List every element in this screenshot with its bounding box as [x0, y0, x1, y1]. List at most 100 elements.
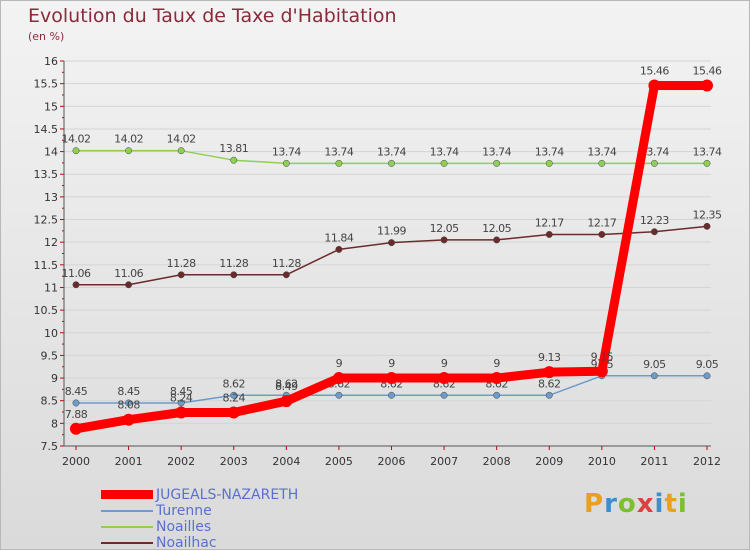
data-point: [70, 422, 82, 435]
y-tick-label: 14: [44, 146, 58, 159]
legend-swatch: [101, 526, 153, 528]
data-point: [335, 245, 343, 253]
data-label: 13.81: [219, 142, 248, 155]
data-point: [493, 391, 501, 399]
data-label: 12.35: [693, 208, 722, 221]
data-point: [388, 159, 395, 167]
data-label: 9: [441, 357, 448, 370]
data-point: [703, 222, 711, 230]
y-tick-label: 15.5: [34, 78, 59, 91]
legend-label: Noailhac: [156, 535, 217, 551]
data-label: 8.45: [170, 385, 193, 398]
x-tick-label: 2000: [62, 455, 90, 468]
data-point: [177, 399, 185, 407]
data-point: [72, 281, 80, 289]
data-point: [335, 159, 343, 167]
y-tick-label: 7.5: [41, 440, 59, 453]
x-tick-label: 2011: [640, 455, 668, 468]
data-point: [543, 366, 556, 379]
legend-swatch: [101, 490, 153, 499]
data-label: 9: [493, 357, 500, 370]
data-point: [227, 406, 240, 419]
data-label: 14.02: [114, 133, 143, 146]
data-label: 9: [336, 357, 343, 370]
x-tick-label: 2003: [220, 455, 248, 468]
data-point: [650, 159, 658, 167]
data-label: 12.05: [430, 222, 459, 235]
data-point: [493, 159, 501, 167]
data-label: 9.15: [591, 350, 614, 363]
chart-unit: (en %): [28, 30, 65, 43]
data-label: 13.74: [587, 145, 616, 158]
logo-letter: i: [654, 489, 665, 519]
data-point: [282, 271, 290, 279]
data-label: 12.05: [482, 222, 511, 235]
data-point: [490, 372, 503, 385]
data-point: [701, 79, 713, 92]
x-tick-label: 2004: [272, 455, 300, 468]
data-point: [650, 372, 658, 380]
x-tick-label: 2012: [693, 455, 721, 468]
data-point: [440, 391, 448, 399]
data-point: [177, 147, 185, 155]
data-point: [280, 395, 293, 408]
y-tick-label: 10.5: [34, 304, 59, 317]
data-label: 7.88: [65, 408, 88, 421]
data-label: 13.74: [377, 145, 406, 158]
data-label: 12.23: [640, 214, 669, 227]
data-label: 15.46: [693, 64, 722, 77]
x-tick-label: 2001: [115, 455, 143, 468]
data-label: 13.74: [324, 145, 353, 158]
x-tick-label: 2005: [325, 455, 353, 468]
data-label: 12.17: [587, 216, 616, 229]
data-point: [545, 231, 553, 238]
data-label: 9.13: [538, 351, 561, 364]
y-tick-label: 12: [44, 236, 58, 249]
data-label: 11.84: [324, 231, 353, 244]
data-point: [440, 159, 448, 167]
legend-swatch: [101, 510, 153, 512]
data-point: [125, 147, 133, 155]
data-label: 13.74: [693, 145, 722, 158]
data-point: [282, 159, 290, 167]
data-point: [230, 391, 238, 399]
y-tick-label: 11: [44, 281, 58, 294]
data-label: 15.46: [640, 64, 669, 77]
data-point: [598, 231, 606, 238]
x-tick-label: 2007: [430, 455, 458, 468]
data-label: 11.28: [272, 257, 301, 270]
data-label: 9.05: [643, 358, 666, 371]
x-tick-label: 2002: [167, 455, 195, 468]
y-tick-label: 8.5: [41, 395, 59, 408]
logo-letter: P: [584, 489, 605, 519]
data-point: [177, 271, 185, 279]
data-label: 8.49: [275, 380, 298, 393]
data-point: [125, 281, 133, 289]
data-point: [650, 228, 658, 236]
y-tick-label: 10: [44, 327, 58, 340]
data-point: [440, 236, 448, 244]
x-tick-label: 2008: [483, 455, 511, 468]
legend-label: Turenne: [156, 503, 212, 519]
y-tick-label: 8: [51, 417, 58, 430]
data-label: 9.05: [696, 358, 719, 371]
data-point: [332, 372, 345, 385]
data-label: 12.17: [535, 216, 564, 229]
data-label: 8.45: [117, 385, 140, 398]
data-label: 11.99: [377, 225, 406, 238]
data-label: 8.62: [223, 377, 246, 390]
chart-title: Evolution du Taux de Taxe d'Habitation: [28, 5, 397, 27]
data-label: 13.74: [482, 145, 511, 158]
y-tick-label: 16: [44, 55, 58, 68]
logo-letter: t: [664, 489, 678, 519]
data-label: 8.62: [275, 377, 298, 390]
data-point: [335, 391, 343, 399]
y-tick-label: 13.5: [34, 168, 59, 181]
data-label: 9: [388, 357, 395, 370]
data-point: [598, 159, 606, 167]
y-tick-label: 11.5: [34, 259, 59, 272]
logo-letter: i: [677, 489, 688, 519]
data-label: 8.24: [223, 391, 246, 404]
